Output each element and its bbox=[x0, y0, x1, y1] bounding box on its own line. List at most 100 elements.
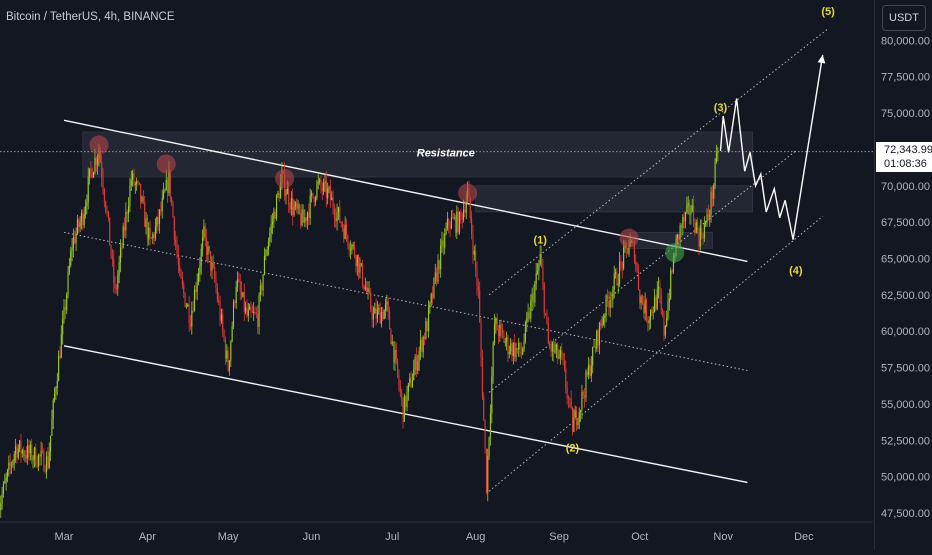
candle-body bbox=[500, 324, 502, 329]
candle-body bbox=[294, 202, 296, 207]
candle-body bbox=[271, 221, 274, 225]
candle-body bbox=[387, 301, 389, 311]
wave-label: (5) bbox=[821, 6, 835, 18]
y-tick-label: 57,500.00 bbox=[881, 363, 930, 375]
candle-body bbox=[44, 470, 46, 472]
candle-body bbox=[192, 310, 194, 312]
candle-body bbox=[102, 177, 104, 190]
rejection-highlight[interactable] bbox=[275, 169, 295, 189]
wave-label: (3) bbox=[714, 102, 728, 114]
candle-body bbox=[541, 254, 543, 268]
candle-body bbox=[672, 257, 674, 272]
candle-body bbox=[27, 445, 29, 459]
candle-body bbox=[45, 456, 48, 472]
candle-body bbox=[118, 262, 120, 276]
candle-body bbox=[480, 321, 482, 358]
candle-body bbox=[499, 324, 501, 337]
candle-body bbox=[188, 304, 190, 324]
candle-body bbox=[604, 315, 606, 318]
candle-body bbox=[640, 296, 642, 304]
supply-zone[interactable] bbox=[475, 185, 754, 213]
candle-body bbox=[680, 224, 683, 228]
candle-body bbox=[133, 172, 135, 185]
candle-body bbox=[436, 272, 438, 282]
breakout-highlight[interactable] bbox=[665, 243, 685, 263]
candle-body bbox=[394, 350, 396, 363]
rejection-highlight[interactable] bbox=[619, 228, 639, 248]
projected-path[interactable] bbox=[719, 54, 824, 240]
descending-channel-lower[interactable] bbox=[63, 345, 748, 484]
candle-body bbox=[645, 300, 648, 321]
candle-body bbox=[269, 232, 271, 242]
candle-body bbox=[115, 288, 118, 290]
candle-body bbox=[153, 234, 155, 239]
candle-body bbox=[531, 293, 533, 302]
candle-body bbox=[215, 278, 217, 289]
candle-body bbox=[656, 288, 658, 309]
candle-body bbox=[553, 343, 555, 353]
rejection-highlight[interactable] bbox=[458, 183, 478, 203]
candle-body bbox=[679, 224, 681, 240]
candle-body bbox=[109, 217, 111, 246]
candle-body bbox=[495, 318, 497, 324]
candle-body bbox=[123, 226, 126, 231]
x-tick-label: May bbox=[218, 531, 239, 543]
candle-body bbox=[0, 503, 2, 511]
candle-body bbox=[428, 307, 430, 332]
candle-body bbox=[502, 328, 504, 334]
symbol-title[interactable]: Bitcoin / TetherUS, 4h, BINANCE bbox=[6, 11, 175, 23]
candle-body bbox=[371, 309, 373, 320]
candle-body bbox=[78, 219, 80, 227]
candle-body bbox=[641, 296, 644, 304]
candle-body bbox=[651, 309, 653, 313]
candle-body bbox=[323, 182, 325, 192]
candle-body bbox=[49, 435, 52, 452]
candle-body bbox=[484, 420, 486, 449]
rejection-highlight[interactable] bbox=[89, 135, 109, 155]
candle-body bbox=[40, 450, 42, 457]
price-axis[interactable]: 47,500.00 50,000.00 52,500.00 55,000.00 57,5… bbox=[874, 0, 932, 550]
candle-body bbox=[273, 211, 275, 222]
currency-button[interactable]: USDT bbox=[882, 5, 926, 31]
y-tick-label: 75,000.00 bbox=[881, 108, 930, 120]
candle-body bbox=[399, 386, 401, 393]
candle-body bbox=[9, 462, 11, 466]
candle-body bbox=[89, 168, 91, 177]
candle-body bbox=[688, 202, 691, 215]
candle-body bbox=[5, 477, 7, 482]
candle-body bbox=[639, 289, 641, 304]
candle-body bbox=[329, 187, 331, 201]
candle-body bbox=[497, 330, 500, 337]
candle-body bbox=[570, 399, 572, 408]
candle-body bbox=[341, 224, 344, 229]
resistance-zone[interactable] bbox=[82, 131, 754, 178]
candle-body bbox=[660, 296, 662, 310]
candle-body bbox=[364, 287, 366, 290]
candle-body bbox=[519, 342, 521, 353]
candle-body bbox=[152, 234, 154, 239]
candle-body bbox=[574, 410, 576, 418]
candle-body bbox=[114, 282, 116, 289]
candle-body bbox=[325, 180, 327, 198]
candle-body bbox=[567, 398, 570, 400]
candle-body bbox=[193, 289, 196, 312]
time-axis[interactable]: MarAprMayJunJulAugSepOctNovDec2025 bbox=[0, 521, 900, 543]
candle-body bbox=[619, 261, 621, 284]
candle-body bbox=[239, 281, 241, 292]
candle-body bbox=[235, 286, 237, 304]
candle-body bbox=[219, 302, 221, 321]
ascending-channel-lower[interactable] bbox=[488, 215, 824, 492]
candle-body bbox=[292, 198, 294, 216]
rejection-highlight[interactable] bbox=[156, 154, 176, 174]
candle-body bbox=[518, 342, 520, 350]
candle-body bbox=[575, 410, 578, 425]
candle-body bbox=[167, 179, 169, 194]
candle-body bbox=[168, 170, 170, 194]
candle-body bbox=[356, 255, 358, 267]
candle-body bbox=[171, 197, 173, 203]
candle-body bbox=[267, 241, 270, 250]
price-axis-ticks: 47,500.00 50,000.00 52,500.00 55,000.00 57,5… bbox=[881, 35, 930, 520]
candle-body bbox=[472, 234, 474, 255]
ascending-channel-middle[interactable] bbox=[488, 150, 797, 393]
